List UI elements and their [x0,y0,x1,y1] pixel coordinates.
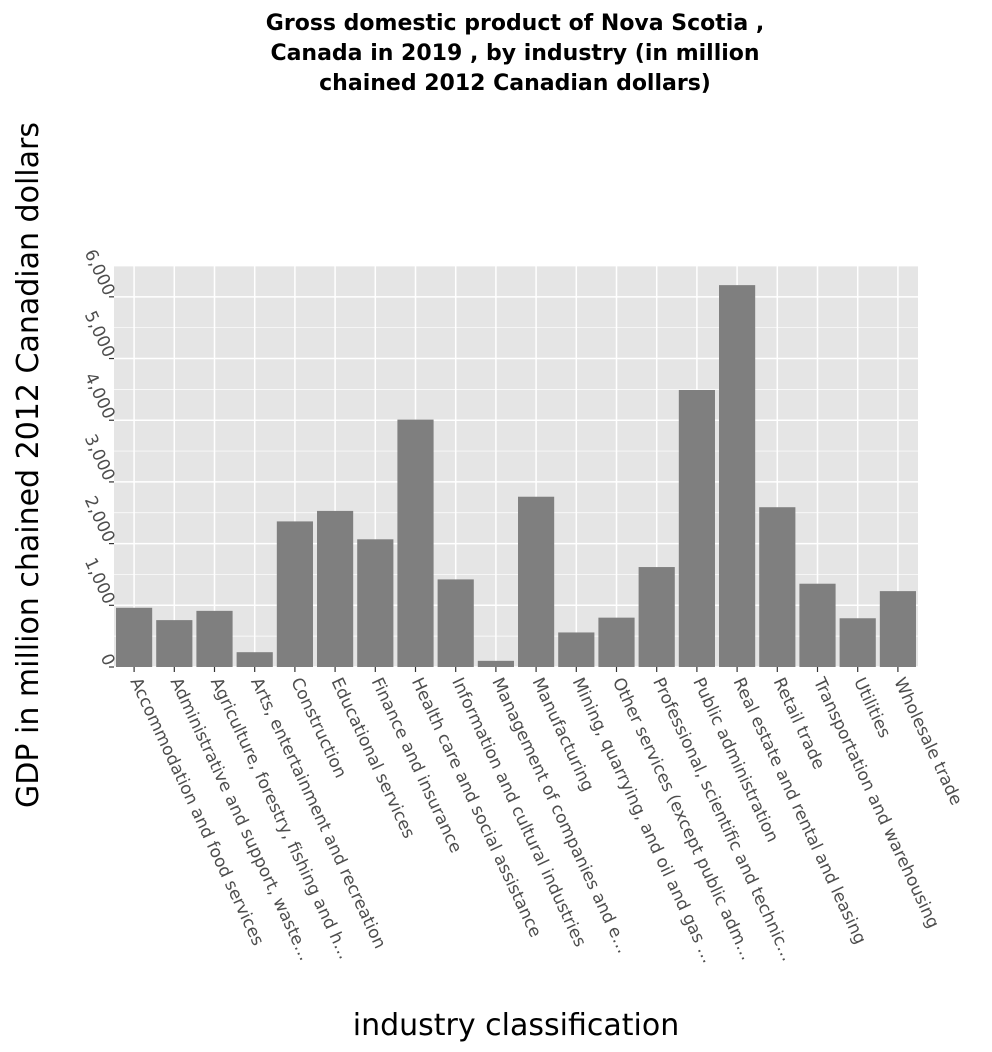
y-tick-label: 1,000 [80,555,119,608]
x-axis-ticks: Accommodation and food servicesAdministr… [126,667,966,966]
plot-panel [114,266,918,667]
x-axis-title: industry classification [353,1008,679,1043]
bar [317,510,354,667]
bar [799,583,836,667]
bar [357,539,394,667]
bar [477,660,514,667]
bar [558,632,595,667]
y-tick-label: 5,000 [80,308,119,361]
bar [879,591,916,667]
bar [719,285,756,667]
x-tick-label: Utilities [849,675,894,742]
bar [156,620,193,667]
bar [276,521,313,667]
bar [678,390,715,667]
bar [839,618,876,667]
bar [598,617,635,667]
chart-title-line-3: chained 2012 Canadian dollars) [319,71,711,96]
bar [196,610,233,667]
bar [759,507,796,667]
bar [116,607,153,667]
bar [437,579,474,667]
bar [638,567,675,667]
y-tick-label: 4,000 [80,370,119,423]
y-tick-label: 2,000 [80,493,119,546]
y-axis-title: GDP in million chained 2012 Canadian dol… [11,122,46,808]
y-tick-label: 3,000 [80,431,119,484]
bar [397,419,434,667]
bars [116,285,916,667]
chart-title-line-1: Gross domestic product of Nova Scotia , [266,11,764,36]
y-tick-label: 6,000 [80,246,119,299]
chart-title-line-2: Canada in 2019 , by industry (in million [270,41,759,66]
bar [236,652,273,667]
x-tick-label: Wholesale trade [889,675,966,809]
bar [518,496,555,667]
